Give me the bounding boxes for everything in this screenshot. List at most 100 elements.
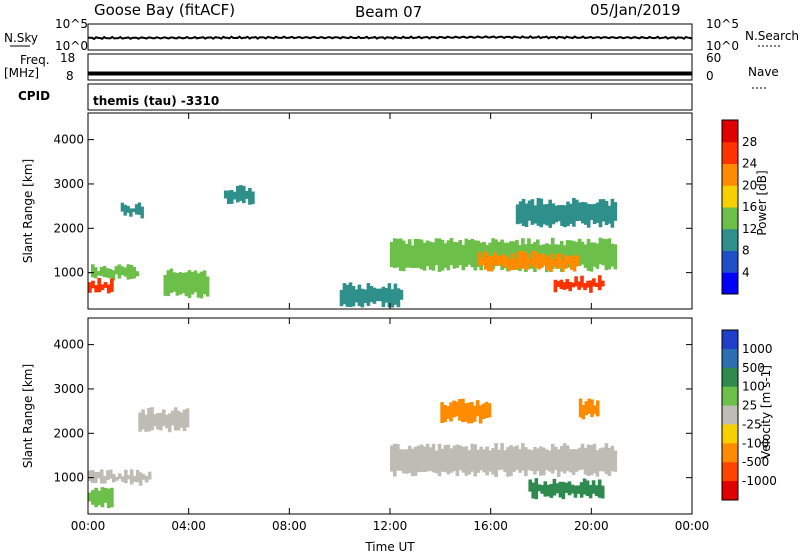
echo-cell	[111, 270, 116, 281]
echo-cell	[476, 449, 480, 473]
colorbar-cell	[722, 367, 738, 388]
echo-cell	[567, 481, 572, 496]
echo-cell	[576, 485, 581, 494]
echo-cell	[112, 474, 116, 483]
echo-region	[515, 197, 618, 228]
echo-cell	[604, 239, 609, 271]
echo-cell	[248, 188, 252, 205]
echo-cell	[351, 286, 356, 307]
colorbar-tick-label: -500	[742, 455, 769, 469]
freq-left-tick-top: 18	[60, 51, 75, 65]
y-tick-label: 2000	[53, 426, 84, 440]
echo-cell	[521, 443, 525, 471]
echo-cell	[91, 470, 95, 484]
echo-region	[478, 250, 580, 272]
echo-cell	[106, 284, 111, 294]
colorbar-tick-label: -25	[742, 417, 762, 431]
power-yaxis: 1000 2000 3000 4000	[53, 133, 692, 280]
echo-cell	[251, 191, 255, 205]
echo-cell	[91, 490, 95, 505]
echo-cell	[494, 443, 498, 477]
echo-cell	[404, 243, 409, 268]
power-echoes	[88, 185, 618, 308]
echo-cell	[577, 447, 582, 471]
echo-cell	[407, 445, 412, 473]
echo-cell	[601, 447, 606, 472]
power-colorbar: 4 8 12 16 20 24 28 Power [dB]	[721, 119, 769, 295]
date-title: 05/Jan/2019	[590, 1, 681, 19]
echo-cell	[595, 282, 599, 287]
echo-region	[88, 278, 114, 294]
colorbar-cell	[722, 272, 738, 295]
echo-cell	[473, 240, 477, 271]
echo-cell	[575, 255, 580, 267]
echo-cell	[481, 403, 486, 419]
echo-cell	[504, 255, 509, 267]
echo-cell	[431, 242, 436, 271]
noise-panel: N.Sky 10^5 10^0 10^5 10^0 N.Search	[4, 17, 799, 53]
echo-cell	[555, 253, 559, 269]
echo-cell	[498, 255, 503, 265]
echo-cell	[404, 449, 409, 474]
echo-cell	[586, 280, 590, 288]
echo-region	[578, 398, 600, 420]
echo-cell	[470, 443, 475, 472]
echo-cell	[584, 401, 588, 416]
echo-cell	[553, 446, 558, 471]
frequency-panel: Freq. [MHz] 18 8 60 0 Nave	[4, 51, 779, 89]
echo-cell	[129, 208, 133, 217]
echo-cell	[540, 253, 544, 268]
echo-cell	[580, 275, 584, 288]
echo-cell	[558, 253, 562, 268]
echo-cell	[556, 281, 561, 287]
echo-cell	[543, 481, 548, 497]
echo-cell	[482, 449, 486, 473]
echo-cell	[88, 492, 92, 502]
y-tick-label: 1000	[53, 471, 84, 485]
colorbar-cell	[722, 348, 738, 369]
echo-cell	[506, 447, 510, 477]
echo-cell	[159, 412, 163, 431]
echo-cell	[137, 202, 142, 215]
echo-cell	[396, 288, 401, 308]
power-xaxis	[87, 113, 693, 309]
echo-cell	[548, 199, 552, 228]
echo-cell	[601, 280, 605, 287]
echo-cell	[515, 204, 520, 225]
echo-cell	[97, 278, 102, 293]
echo-cell	[455, 444, 460, 476]
colorbar-cell	[722, 405, 738, 425]
colorbar-tick-label: 28	[742, 135, 757, 149]
colorbar-tick-label: 8	[742, 244, 750, 258]
x-tick-label: 00:00	[675, 519, 710, 533]
echo-cell	[596, 400, 600, 417]
echo-cell	[363, 289, 368, 304]
echo-cell	[597, 479, 602, 498]
echo-cell	[375, 288, 380, 302]
echo-cell	[581, 404, 586, 420]
power-panel: 1000 2000 3000 4000 Slant Range [km]	[21, 112, 693, 310]
echo-cell	[571, 240, 576, 265]
echo-cell	[510, 253, 515, 270]
echo-cell	[428, 241, 433, 270]
echo-cell	[114, 266, 119, 275]
echo-cell	[360, 288, 365, 308]
echo-cell	[390, 242, 394, 268]
echo-cell	[184, 272, 189, 297]
echo-cell	[583, 447, 588, 475]
echo-cell	[469, 402, 474, 424]
echo-cell	[509, 445, 513, 477]
echo-cell	[94, 487, 98, 508]
frequency-trace	[88, 71, 692, 76]
echo-region	[88, 264, 139, 281]
cpid-label: CPID	[18, 89, 50, 103]
echo-cell	[585, 480, 590, 496]
echo-cell	[543, 254, 547, 266]
echo-cell	[568, 240, 573, 268]
echo-cell	[236, 185, 240, 203]
echo-cell	[126, 205, 130, 213]
echo-cell	[163, 275, 168, 296]
echo-cell	[487, 255, 491, 272]
echo-cell	[132, 267, 136, 279]
echo-cell	[124, 469, 128, 484]
